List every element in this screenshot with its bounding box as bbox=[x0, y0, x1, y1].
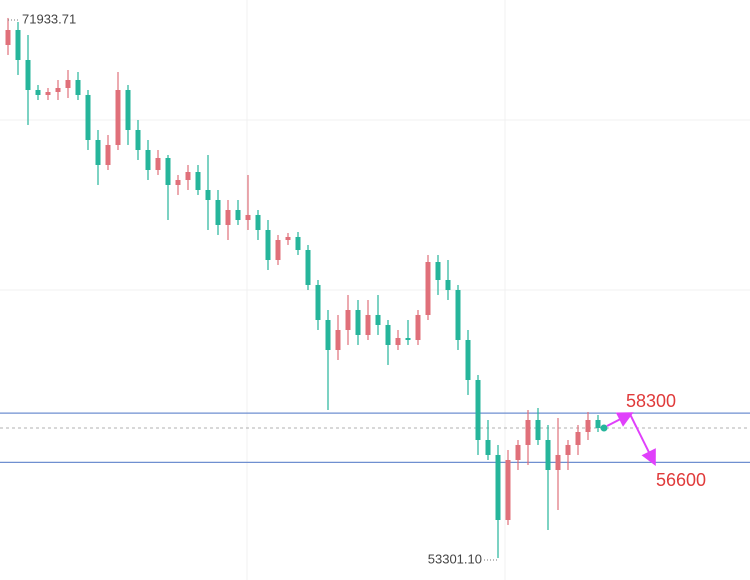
candle-body bbox=[395, 338, 401, 345]
candle-body bbox=[535, 420, 541, 440]
candle-body bbox=[545, 440, 551, 470]
candle-body bbox=[235, 210, 241, 220]
annotation-label: 71933.71 bbox=[22, 11, 76, 26]
candle-body bbox=[35, 90, 41, 95]
candle-body bbox=[215, 200, 221, 225]
candle-body bbox=[335, 330, 341, 350]
candle-body bbox=[425, 262, 431, 315]
candle-body bbox=[155, 158, 161, 170]
candle-body bbox=[225, 210, 231, 225]
candle-body bbox=[385, 324, 391, 345]
candle-body bbox=[305, 250, 311, 285]
arrow bbox=[629, 413, 656, 466]
annotation-label: 53301.10 bbox=[428, 551, 482, 566]
candle-body bbox=[405, 338, 411, 340]
candle-body bbox=[105, 144, 111, 165]
candle-body bbox=[575, 432, 581, 445]
candle-body bbox=[85, 94, 91, 140]
candle-body bbox=[285, 236, 291, 240]
candle-body bbox=[585, 420, 591, 432]
candle-body bbox=[165, 158, 171, 185]
arrow bbox=[606, 412, 634, 427]
candle-body bbox=[455, 290, 461, 340]
candle-body bbox=[195, 172, 201, 190]
candle-body bbox=[435, 262, 441, 280]
candle-body bbox=[95, 140, 101, 165]
candle-body bbox=[135, 130, 141, 150]
candle-body bbox=[5, 30, 11, 45]
candle-body bbox=[345, 310, 351, 330]
candle-body bbox=[445, 280, 451, 290]
candle-body bbox=[495, 454, 501, 520]
candle-body bbox=[115, 90, 121, 145]
candle-body bbox=[525, 420, 531, 445]
candle-body bbox=[45, 92, 51, 95]
candle-body bbox=[145, 150, 151, 170]
candle-body bbox=[185, 172, 191, 180]
candle-body bbox=[505, 460, 511, 520]
candle-body bbox=[295, 236, 301, 250]
candle-body bbox=[25, 60, 31, 90]
candle-body bbox=[175, 180, 181, 185]
candle-body bbox=[255, 214, 261, 230]
candle-body bbox=[375, 314, 381, 325]
candle-body bbox=[275, 240, 281, 260]
candle-body bbox=[565, 444, 571, 455]
candle-body bbox=[485, 440, 491, 455]
candle-body bbox=[595, 420, 601, 428]
candle-body bbox=[315, 284, 321, 320]
last-price-dot bbox=[600, 424, 608, 432]
candle-body bbox=[55, 88, 61, 92]
candle-body bbox=[475, 380, 481, 440]
candle-body bbox=[325, 320, 331, 350]
candle-body bbox=[245, 214, 251, 220]
candle-body bbox=[555, 454, 561, 470]
level-label: 56600 bbox=[656, 470, 706, 490]
level-label: 58300 bbox=[626, 391, 676, 411]
candle-body bbox=[415, 314, 421, 340]
candle-body bbox=[15, 30, 21, 60]
candle-body bbox=[205, 190, 211, 200]
candle-body bbox=[355, 310, 361, 335]
candle-body bbox=[125, 90, 131, 130]
candle-body bbox=[515, 444, 521, 460]
candle-body bbox=[75, 80, 81, 95]
candle-body bbox=[465, 340, 471, 380]
candle-body bbox=[65, 80, 71, 88]
candle-body bbox=[265, 230, 271, 260]
candle-body bbox=[365, 314, 371, 335]
